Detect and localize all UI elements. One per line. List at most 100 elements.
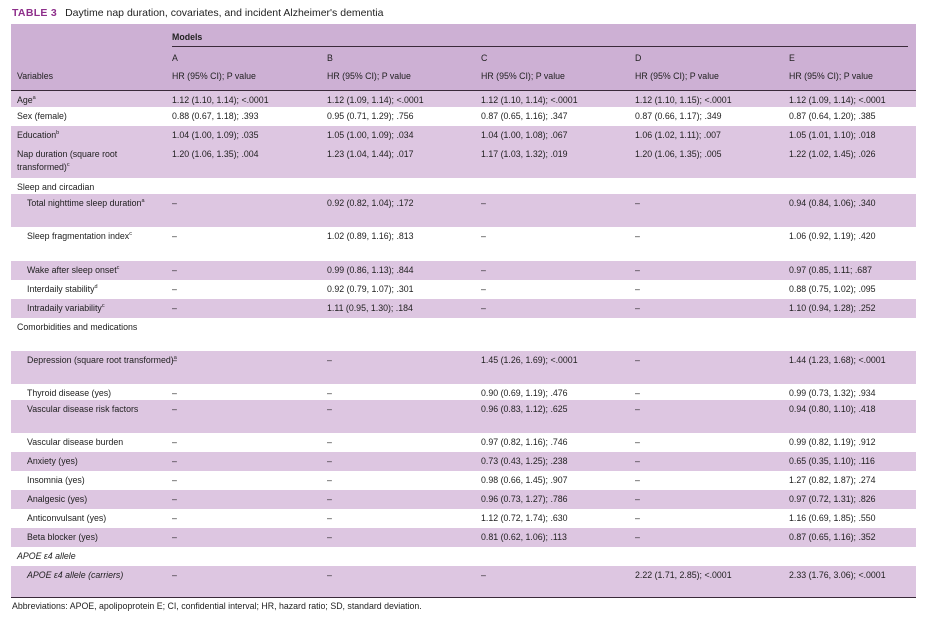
variable-label: Nap duration (square root transformed)c xyxy=(17,148,167,174)
hr-value-model-e: 1.22 (1.02, 1.45); .026 xyxy=(789,149,876,159)
hr-value-model-e: 0.99 (0.73, 1.32); .934 xyxy=(789,388,876,398)
hr-value-model-b: 1.11 (0.95, 1.30); .184 xyxy=(327,303,413,313)
column-letter-d: D xyxy=(635,53,642,63)
hr-value-model-c: 0.97 (0.82, 1.16); .746 xyxy=(481,437,568,447)
hr-value-model-e: 1.12 (1.09, 1.14); <.0001 xyxy=(789,95,886,105)
hr-value-model-b: 1.02 (0.89, 1.16); .813 xyxy=(327,231,414,241)
variable-label: Analgesic (yes) xyxy=(27,493,177,506)
hr-value-model-d: – xyxy=(635,284,640,294)
hr-value-model-e: 0.97 (0.85, 1.11; .687 xyxy=(789,265,872,275)
hr-value-model-c: 0.87 (0.65, 1.16); .347 xyxy=(481,111,568,121)
hr-value-model-c: – xyxy=(481,284,486,294)
table-row: Analgesic (yes) – – 0.96 (0.73, 1.27); .786… xyxy=(11,490,916,509)
hr-value-model-b: – xyxy=(327,388,332,398)
variable-label-text: Intradaily variability xyxy=(27,303,102,313)
hr-value-model-c: 1.04 (1.00, 1.08); .067 xyxy=(481,130,568,140)
table-row: Thyroid disease (yes) – – 0.90 (0.69, 1.19)… xyxy=(11,384,916,400)
footnote-marker: a xyxy=(173,355,177,362)
variable-label-text: Anxiety (yes) xyxy=(27,456,78,466)
hr-value-model-b: – xyxy=(327,355,332,365)
hr-value-model-d: 1.06 (1.02, 1.11); .007 xyxy=(635,130,721,140)
hr-value-model-d: – xyxy=(635,231,640,241)
hr-value-model-a: 1.12 (1.10, 1.14); <.0001 xyxy=(172,95,269,105)
footnote-marker: b xyxy=(56,130,60,137)
hr-value-model-a: – xyxy=(172,570,177,580)
variable-label-text: Nap duration (square root transformed) xyxy=(17,149,118,172)
table-label: TABLE 3 xyxy=(12,7,58,19)
hr-value-model-c: 0.96 (0.83, 1.12); .625 xyxy=(481,404,568,414)
variable-label-text: Education xyxy=(17,130,57,140)
hr-value-model-e: 0.87 (0.64, 1.20); .385 xyxy=(789,111,876,121)
hr-value-model-a: – xyxy=(172,303,177,313)
variable-label-text: Vascular disease risk factors xyxy=(27,404,139,414)
variable-label-text: APOE ε4 allele xyxy=(17,551,76,561)
hr-value-model-e: 0.94 (0.80, 1.10); .418 xyxy=(789,404,876,414)
hr-value-model-c: 1.12 (1.10, 1.14); <.0001 xyxy=(481,95,578,105)
footnote-marker: c xyxy=(116,265,120,272)
variable-label-text: Sleep and circadian xyxy=(17,182,95,192)
hr-value-model-b: 0.92 (0.82, 1.04); .172 xyxy=(327,198,414,208)
table-footnote: Abbreviations: APOE, apolipoprotein E; C… xyxy=(12,601,422,611)
table-row: Nap duration (square root transformed)c 1… xyxy=(11,145,916,178)
hr-value-model-b: – xyxy=(327,456,332,466)
table-row: Intradaily variabilityc –1.11 (0.95, 1.30… xyxy=(11,299,916,318)
hr-value-model-e: 0.97 (0.72, 1.31); .826 xyxy=(789,494,876,504)
hr-value-model-d: 2.22 (1.71, 2.85); <.0001 xyxy=(635,570,732,580)
hr-value-model-d: – xyxy=(635,355,640,365)
column-stat-d: HR (95% CI); P value xyxy=(635,71,719,81)
hr-value-model-a: – xyxy=(172,494,177,504)
table-row: Beta blocker (yes) – – 0.81 (0.62, 1.06); .… xyxy=(11,528,916,547)
hr-value-model-e: 1.44 (1.23, 1.68); <.0001 xyxy=(789,355,886,365)
table-row: Educationb 1.04 (1.00, 1.09); .035 1.05 (1… xyxy=(11,126,916,145)
variable-label-text: Age xyxy=(17,95,33,105)
table-row: Anxiety (yes) – – 0.73 (0.43, 1.25); .238 – 0… xyxy=(11,452,916,471)
hr-value-model-c: 0.90 (0.69, 1.19); .476 xyxy=(481,388,568,398)
hr-value-model-c: 0.98 (0.66, 1.45); .907 xyxy=(481,475,568,485)
variable-label-text: Total nighttime sleep duration xyxy=(27,198,142,208)
hr-value-model-b: 1.05 (1.00, 1.09); .034 xyxy=(327,130,414,140)
hr-value-model-a: 0.88 (0.67, 1.18); .393 xyxy=(172,111,259,121)
column-stat-c: HR (95% CI); P value xyxy=(481,71,565,81)
table-row: Agea 1.12 (1.10, 1.14); <.0001 1.12 (1.09,… xyxy=(11,91,916,107)
table-header: Models Variables A HR (95% CI); P value … xyxy=(11,24,916,91)
table-caption: TABLE 3 Daytime nap duration, covariates,… xyxy=(12,7,383,19)
variable-label-text: Analgesic (yes) xyxy=(27,494,88,504)
variable-label: Wake after sleep onsetc xyxy=(27,264,177,277)
variable-label: Vascular disease risk factors xyxy=(27,403,177,416)
table-row: APOE ε4 allele (carriers) – – – 2.22 (1.71, … xyxy=(11,566,916,586)
table-row: Insomnia (yes) – – 0.98 (0.66, 1.45); .907 –… xyxy=(11,471,916,490)
hr-value-model-a: – xyxy=(172,265,177,275)
hr-value-model-e: 0.94 (0.84, 1.06); .340 xyxy=(789,198,876,208)
footnote-marker: d xyxy=(94,284,98,291)
variable-label: Insomnia (yes) xyxy=(27,474,177,487)
hr-value-model-c: – xyxy=(481,198,486,208)
variable-label-text: Vascular disease burden xyxy=(27,437,124,447)
hr-value-model-b: 0.99 (0.86, 1.13); .844 xyxy=(327,265,414,275)
hr-value-model-c: 1.12 (0.72, 1.74); .630 xyxy=(481,513,568,523)
table-row: Anticonvulsant (yes) – – 1.12 (0.72, 1.74);… xyxy=(11,509,916,528)
variable-label-text: Beta blocker (yes) xyxy=(27,532,98,542)
variable-label: Educationb xyxy=(17,129,167,142)
table-title: Daytime nap duration, covariates, and in… xyxy=(65,7,384,19)
column-letter-a: A xyxy=(172,53,178,63)
hr-value-model-c: – xyxy=(481,265,486,275)
hr-value-model-e: 0.87 (0.65, 1.16); .352 xyxy=(789,532,876,542)
variable-label: Sleep fragmentation indexc xyxy=(27,230,177,243)
footnote-marker: c xyxy=(66,162,70,169)
column-letter-c: C xyxy=(481,53,488,63)
hr-value-model-b: – xyxy=(327,570,332,580)
hr-value-model-a: – xyxy=(172,284,177,294)
hr-value-model-a: – xyxy=(172,355,177,365)
section-row: Comorbidities and medications xyxy=(11,318,916,351)
variable-label-text: Sleep fragmentation index xyxy=(27,231,130,241)
variable-label-text: Wake after sleep onset xyxy=(27,265,117,275)
hr-value-model-d: 1.20 (1.06, 1.35); .005 xyxy=(635,149,722,159)
variable-label-text: Sex (female) xyxy=(17,111,67,121)
variable-label-text: Thyroid disease (yes) xyxy=(27,388,112,398)
hr-value-model-d: – xyxy=(635,456,640,466)
hr-value-model-d: – xyxy=(635,198,640,208)
hr-value-model-b: 0.92 (0.79, 1.07); .301 xyxy=(327,284,414,294)
hr-value-model-a: – xyxy=(172,475,177,485)
hr-value-model-d: – xyxy=(635,388,640,398)
hr-value-model-d: 0.87 (0.66, 1.17); .349 xyxy=(635,111,722,121)
